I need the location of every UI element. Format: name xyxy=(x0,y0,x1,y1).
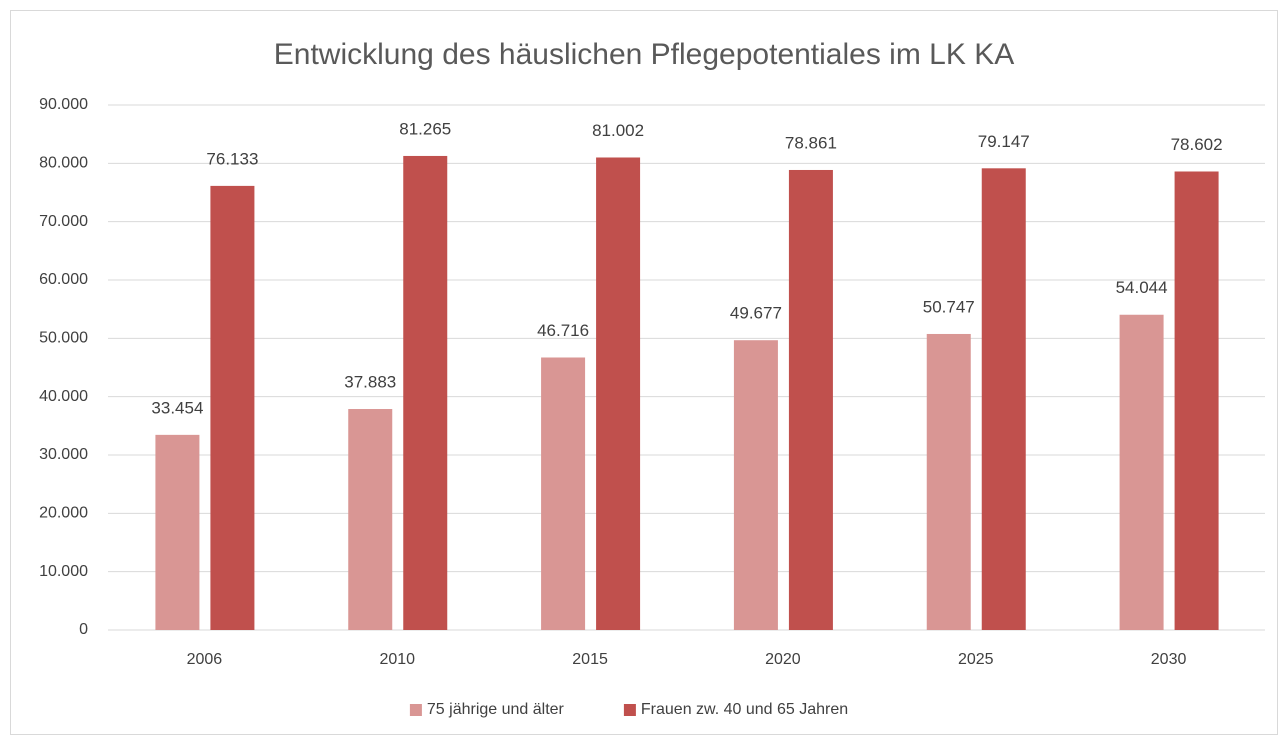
bar xyxy=(926,333,971,630)
bar xyxy=(596,157,641,630)
data-label: 49.677 xyxy=(730,304,782,323)
y-tick-label: 10.000 xyxy=(39,563,88,580)
x-tick-label: 2020 xyxy=(765,651,801,668)
x-tick-label: 2006 xyxy=(187,651,223,668)
y-tick-label: 60.000 xyxy=(39,271,88,288)
data-label: 81.002 xyxy=(592,121,644,140)
y-tick-label: 50.000 xyxy=(39,330,88,347)
data-label: 37.883 xyxy=(344,373,396,392)
y-tick-label: 0 xyxy=(79,621,88,638)
data-label: 79.147 xyxy=(978,132,1030,151)
y-tick-label: 90.000 xyxy=(39,96,88,113)
data-label: 76.133 xyxy=(206,149,258,168)
data-label: 78.861 xyxy=(785,133,837,152)
chart-border xyxy=(10,10,1278,735)
bar xyxy=(210,185,255,630)
data-label: 46.716 xyxy=(537,321,589,340)
legend-label: Frauen zw. 40 und 65 Jahren xyxy=(641,701,848,718)
bar xyxy=(155,434,200,630)
x-tick-label: 2030 xyxy=(1151,651,1187,668)
bar xyxy=(1119,314,1164,630)
data-label: 50.747 xyxy=(923,297,975,316)
data-label: 54.044 xyxy=(1116,278,1168,297)
y-tick-label: 80.000 xyxy=(39,155,88,172)
y-tick-label: 70.000 xyxy=(39,213,88,230)
x-tick-label: 2015 xyxy=(572,651,608,668)
bar xyxy=(403,155,448,630)
chart-title: Entwicklung des häuslichen Pflegepotenti… xyxy=(274,38,1014,71)
data-label: 81.265 xyxy=(399,119,451,138)
legend-label: 75 jährige und älter xyxy=(427,701,565,718)
y-tick-label: 40.000 xyxy=(39,388,88,405)
legend-swatch xyxy=(623,704,636,716)
bar xyxy=(733,340,778,630)
legend-swatch xyxy=(409,704,422,716)
data-label: 33.454 xyxy=(151,398,203,417)
x-tick-label: 2025 xyxy=(958,651,994,668)
y-tick-label: 30.000 xyxy=(39,446,88,463)
bar xyxy=(348,409,393,630)
bar xyxy=(981,168,1026,630)
bar xyxy=(1174,171,1219,630)
bar xyxy=(788,169,833,631)
x-tick-label: 2010 xyxy=(379,651,415,668)
y-tick-label: 20.000 xyxy=(39,505,88,522)
data-label: 78.602 xyxy=(1171,135,1223,154)
bar xyxy=(541,357,586,630)
